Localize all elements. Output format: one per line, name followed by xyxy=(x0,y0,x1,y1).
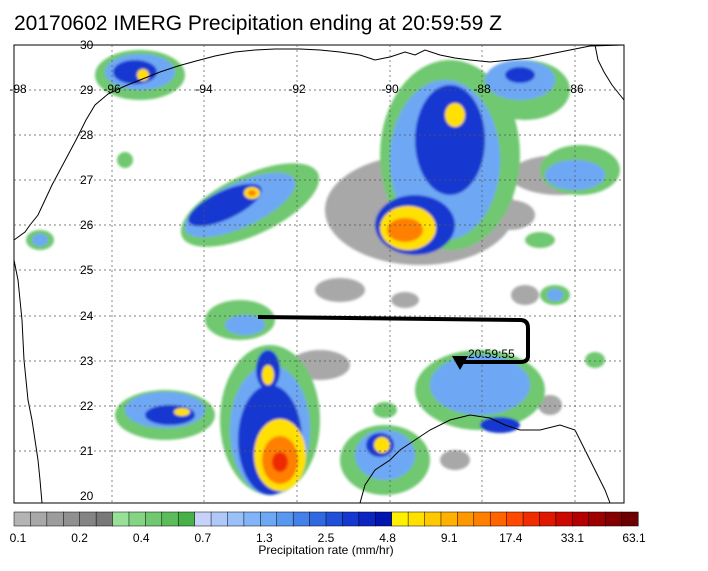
lon-tick-label: -98 xyxy=(9,82,27,96)
colorbar-swatch xyxy=(227,511,245,527)
lat-tick-label: 26 xyxy=(80,218,94,232)
colorbar-swatch xyxy=(243,511,261,527)
colorbar-swatch xyxy=(309,511,327,527)
colorbar-swatch xyxy=(128,511,146,527)
colorbar-label: 0.1 xyxy=(9,531,27,545)
colorbar-label: 0.7 xyxy=(194,531,212,545)
colorbar-swatch xyxy=(539,511,557,527)
colorbar-label: 9.1 xyxy=(440,531,458,545)
colorbar-swatch xyxy=(260,511,278,527)
colorbar-swatch xyxy=(161,511,179,527)
colorbar-swatch xyxy=(391,511,409,527)
colorbar-swatch xyxy=(112,511,130,527)
colorbar-label: 0.2 xyxy=(71,531,88,545)
colorbar-swatch xyxy=(407,511,426,527)
lat-tick-label: 27 xyxy=(80,173,94,187)
lat-tick-label: 24 xyxy=(80,309,94,323)
colorbar-swatch xyxy=(292,511,311,527)
colorbar-swatch xyxy=(621,511,639,527)
colorbar-swatch xyxy=(572,511,590,527)
lat-tick-label: 28 xyxy=(80,128,94,142)
lon-tick-label: -88 xyxy=(473,82,491,96)
colorbar-swatch xyxy=(506,511,524,527)
colorbar-swatch xyxy=(63,511,81,527)
longitude-tick-labels: -98 -96 -94 -92 -90 -88 -86 xyxy=(9,82,584,96)
colorbar-swatch xyxy=(457,511,475,527)
colorbar-label: 2.5 xyxy=(317,531,335,545)
lat-tick-label: 21 xyxy=(80,444,94,458)
lat-tick-label: 29 xyxy=(80,83,94,97)
precip-red xyxy=(272,452,288,472)
colorbar-swatch xyxy=(555,511,573,527)
colorbar-swatch xyxy=(95,511,114,527)
colorbar-swatch xyxy=(79,511,97,527)
satellite-track xyxy=(257,315,530,364)
colorbar-label: 4.8 xyxy=(379,531,396,545)
latitude-tick-labels: 30 29 28 27 26 25 24 23 22 21 20 xyxy=(80,38,94,503)
colorbar-swatch xyxy=(325,511,343,527)
track-arrow-icon xyxy=(452,356,468,370)
colorbar-swatch xyxy=(194,511,212,527)
colorbar-swatch xyxy=(440,511,458,527)
colorbar-label: 0.4 xyxy=(132,531,150,545)
colorbar-swatch xyxy=(145,511,163,527)
colorbar-swatch xyxy=(342,511,360,527)
colorbar-swatch xyxy=(177,511,196,527)
colorbar-label: 17.4 xyxy=(499,531,523,545)
colorbar-swatch xyxy=(375,511,393,527)
lat-tick-label: 22 xyxy=(80,399,94,413)
lon-tick-label: -92 xyxy=(288,82,306,96)
colorbar-swatch xyxy=(424,511,442,527)
colorbar-label: 33.1 xyxy=(560,531,585,545)
lat-tick-label: 20 xyxy=(80,489,94,503)
colorbar-swatch xyxy=(358,511,376,527)
lon-tick-label: -90 xyxy=(381,82,399,96)
lat-tick-label: 30 xyxy=(80,38,94,52)
colorbar-swatch xyxy=(588,511,606,527)
coastline xyxy=(13,44,625,504)
colorbar-swatch xyxy=(46,511,64,527)
track-time-label: 20:59:55 xyxy=(468,347,515,361)
lat-tick-label: 25 xyxy=(80,263,94,277)
map-title: 20170602 IMERG Precipitation ending at 2… xyxy=(14,12,502,35)
lon-tick-label: -86 xyxy=(566,82,584,96)
lon-tick-label: -94 xyxy=(195,82,213,96)
colorbar-swatch xyxy=(604,511,623,527)
colorbar-label: 63.1 xyxy=(622,531,646,545)
colorbar-swatch xyxy=(13,511,31,527)
colorbar-swatch xyxy=(473,511,491,527)
colorbar-label: 1.3 xyxy=(256,531,273,545)
colorbar-swatch xyxy=(30,511,48,527)
colorbar-swatch xyxy=(489,511,508,527)
colorbar xyxy=(13,511,639,527)
florida-coast xyxy=(594,44,625,101)
colorbar-swatch xyxy=(522,511,541,527)
colorbar-swatch xyxy=(210,511,229,527)
lat-lon-grid xyxy=(14,45,624,503)
lon-tick-label: -96 xyxy=(103,82,121,96)
colorbar-title: Precipitation rate (mm/hr) xyxy=(258,543,394,557)
lat-tick-label: 23 xyxy=(80,354,94,368)
colorbar-swatch xyxy=(276,511,294,527)
